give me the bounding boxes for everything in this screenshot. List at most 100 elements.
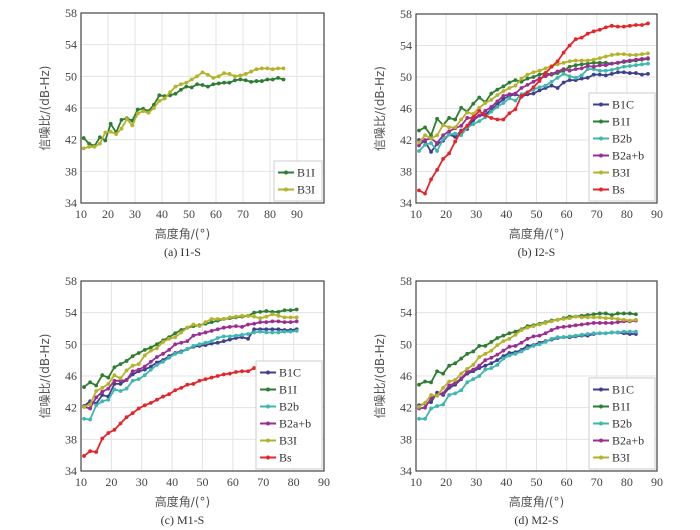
data-point — [270, 312, 275, 317]
data-point — [161, 359, 165, 364]
data-point — [609, 313, 614, 317]
data-point — [489, 109, 494, 114]
data-point — [555, 75, 560, 80]
x-tick-label: 20 — [105, 475, 117, 489]
data-point — [634, 312, 638, 317]
data-point — [627, 58, 632, 63]
data-point — [519, 94, 524, 98]
data-point — [513, 98, 518, 103]
y-tick-label: 54 — [400, 39, 412, 53]
x-tick-label: 70 — [257, 475, 269, 489]
series-b3i — [81, 66, 286, 151]
data-point — [513, 332, 518, 337]
data-point — [142, 373, 147, 378]
data-point — [495, 105, 500, 109]
data-point — [447, 132, 452, 137]
legend-marker — [599, 187, 603, 192]
data-point — [573, 323, 578, 328]
data-point — [495, 99, 500, 104]
data-point — [597, 63, 602, 68]
data-point — [112, 427, 117, 432]
data-point — [441, 385, 446, 390]
data-point — [634, 23, 638, 27]
data-point — [603, 321, 608, 325]
chart-caption: (b) I2-S — [518, 245, 556, 259]
data-point — [417, 149, 421, 153]
data-point — [519, 76, 524, 81]
data-point — [276, 319, 281, 324]
data-point — [585, 67, 590, 72]
x-tick-label: 60 — [227, 475, 239, 489]
data-point — [567, 59, 572, 64]
data-point — [211, 76, 216, 80]
data-point — [483, 344, 488, 348]
data-point — [82, 404, 86, 409]
data-point — [603, 54, 608, 59]
data-point — [561, 60, 566, 65]
data-point — [252, 314, 257, 319]
y-tick-label: 38 — [400, 432, 412, 446]
data-point — [561, 67, 566, 72]
data-point — [555, 335, 560, 340]
data-point — [124, 415, 129, 420]
data-point — [203, 320, 208, 325]
data-point — [254, 67, 259, 72]
chart-panel-c: 10 20 30 40 50 60 70 80 90 34 38 42 46 50 54 58 高度角/(°) 信… — [0, 265, 350, 530]
legend-label: B2a+b — [279, 417, 311, 431]
data-point — [513, 83, 518, 88]
y-tick-label: 54 — [400, 306, 412, 320]
data-point — [221, 339, 226, 344]
data-point — [167, 347, 171, 352]
x-tick-label: 50 — [183, 207, 195, 221]
y-tick-label: 50 — [65, 337, 77, 351]
x-tick-label: 40 — [166, 475, 178, 489]
data-point — [621, 24, 626, 29]
data-point — [203, 330, 208, 335]
data-point — [234, 324, 238, 329]
data-point — [573, 37, 578, 42]
data-point — [531, 91, 536, 96]
legend-marker — [599, 455, 603, 460]
data-point — [549, 319, 554, 324]
data-point — [103, 130, 108, 135]
data-point — [294, 315, 299, 320]
data-point — [173, 388, 178, 393]
data-point — [200, 83, 205, 87]
data-point — [621, 329, 626, 334]
data-point — [507, 86, 512, 90]
data-point — [465, 110, 470, 115]
data-point — [135, 107, 140, 112]
data-point — [179, 350, 184, 355]
data-point — [130, 123, 135, 128]
data-point — [288, 308, 293, 313]
series-b1i — [81, 76, 286, 148]
data-point — [148, 348, 153, 353]
data-point — [459, 105, 464, 110]
data-point — [585, 332, 590, 336]
data-point — [537, 79, 542, 83]
data-point — [465, 351, 470, 356]
chart-panel-b: 10 20 30 40 50 60 70 80 90 34 38 42 46 50 54 58 高度角/(°) 信… — [350, 0, 700, 265]
data-point — [81, 146, 86, 151]
x-tick-label: 50 — [531, 475, 543, 489]
legend-item: B1C — [593, 383, 634, 397]
y-tick-label: 54 — [65, 306, 77, 320]
data-point — [162, 96, 167, 101]
data-point — [621, 311, 626, 316]
x-tick-label: 90 — [318, 475, 330, 489]
data-point — [609, 71, 614, 76]
data-point — [155, 355, 159, 359]
data-point — [191, 322, 196, 327]
data-point — [489, 366, 494, 370]
data-point — [615, 330, 620, 335]
data-point — [615, 52, 620, 57]
chart-panel-a: 10 20 30 40 50 60 70 80 90 34 38 42 46 50 54 58 高度角/(°) 信… — [0, 0, 350, 265]
data-point — [294, 328, 299, 333]
data-point — [148, 359, 153, 364]
x-tick-label: 40 — [156, 207, 168, 221]
data-point — [459, 356, 464, 361]
x-tick-label: 80 — [264, 207, 276, 221]
data-point — [215, 317, 220, 321]
data-point — [168, 90, 173, 95]
data-point — [597, 321, 602, 325]
